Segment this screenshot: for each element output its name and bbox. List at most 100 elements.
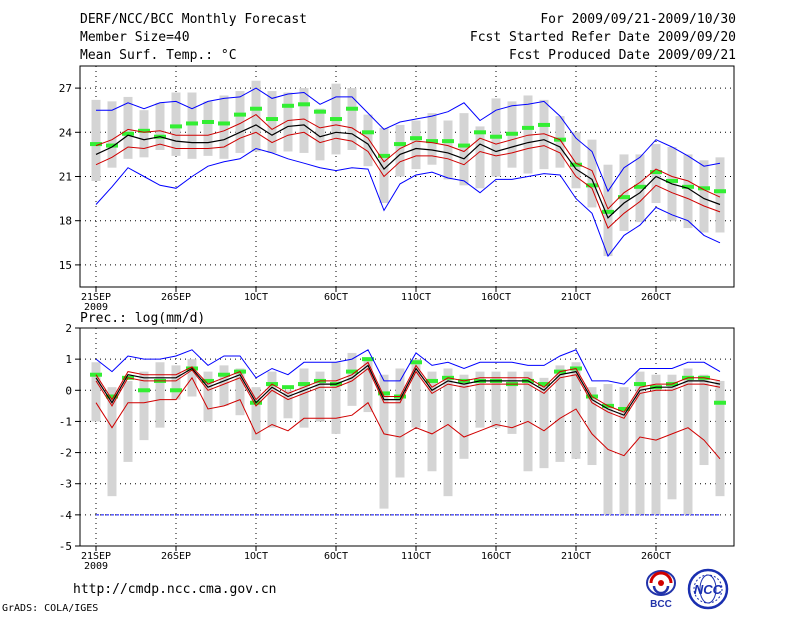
prec-xtick-label: 21SEP (81, 551, 111, 562)
temp-spread-box (459, 113, 469, 186)
bcc-logo-text: BCC (650, 599, 672, 610)
prec-spread-box (443, 368, 453, 497)
temp-spread-box (411, 120, 421, 170)
prec-spread-box (507, 371, 517, 434)
temp-upper-line (95, 113, 721, 210)
prec-ytick-label: -4 (59, 509, 73, 522)
prec-spread-box (619, 387, 629, 515)
prec-spread-box (395, 368, 405, 478)
temp-xtick-label: 21OCT (561, 292, 591, 303)
temp-median-mark (714, 189, 726, 194)
prec-spread-box (123, 380, 133, 462)
temp-ytick-label: 18 (59, 215, 72, 228)
temp-median-mark (170, 124, 182, 129)
prec-min-line (95, 376, 721, 460)
temp-median-mark (698, 186, 710, 191)
temp-median-mark (602, 209, 614, 214)
prec-spread-box (667, 374, 677, 500)
temp-spread-box (123, 96, 133, 159)
prec-spread-box (411, 359, 421, 428)
prec-spread-box (283, 390, 293, 419)
prec-ytick-label: 0 (65, 384, 72, 397)
prec-spread-box (459, 374, 469, 459)
temp-lower-line (95, 131, 721, 229)
temp-spread-box (523, 95, 533, 174)
prec-spread-box (539, 377, 549, 469)
temp-spread-box (539, 99, 549, 170)
temp-spread-box (395, 124, 405, 177)
temp-spread-box (267, 91, 277, 153)
temp-spread-box (155, 102, 165, 150)
temp-spread-box (683, 154, 693, 229)
prec-spread-box (363, 359, 373, 413)
temp-spread-box (571, 132, 581, 189)
temp-median-mark (250, 106, 262, 111)
prec-spread-box (651, 374, 661, 515)
prec-xtick-year: 2009 (84, 561, 108, 572)
source-url[interactable]: http://cmdp.ncc.cma.gov.cn (73, 582, 277, 597)
temp-median-mark (362, 130, 374, 135)
ncc-logo: NCC (687, 568, 729, 610)
temp-spread-box (363, 114, 373, 167)
temp-spread-box (315, 108, 325, 161)
prec-median-mark (218, 372, 230, 377)
temp-spread-box (347, 88, 357, 150)
prec-xtick-label: 26SEP (161, 551, 191, 562)
temp-median-mark (122, 131, 134, 136)
temp-max-line (96, 87, 721, 193)
temp-median-mark (266, 117, 278, 122)
temp-median-mark (586, 183, 598, 188)
prec-spread-box (331, 362, 341, 434)
prec-spread-box (587, 387, 597, 466)
temp-spread-box (475, 126, 485, 189)
temp-spread-box (427, 113, 437, 165)
temp-xtick-label: 16OCT (481, 292, 511, 303)
temp-median-mark (394, 142, 406, 147)
prec-spread-box (475, 371, 485, 428)
prec-spread-box (171, 365, 181, 400)
prec-xtick-label: 1OCT (244, 551, 268, 562)
temp-ytick-label: 24 (59, 126, 73, 139)
prec-spread-box (107, 387, 117, 497)
prec-median-mark (282, 385, 294, 390)
prec-spread-box (379, 374, 389, 509)
temp-spread-box (699, 160, 709, 233)
prec-xtick-label: 21OCT (561, 551, 591, 562)
temp-spread-box (187, 92, 197, 159)
prec-spread-box (139, 371, 149, 441)
prec-spread-box (219, 365, 229, 406)
temp-xtick-label: 26OCT (641, 292, 671, 303)
prec-spread-box (635, 371, 645, 515)
prec-spread-box (571, 362, 581, 459)
forecast-started-label: Fcst Started Refer Date 2009/09/20 (469, 30, 736, 45)
prec-ytick-label: 2 (65, 322, 72, 335)
temp-median-mark (650, 170, 662, 175)
temp-median-mark (426, 139, 438, 144)
prec-median-mark (106, 394, 118, 399)
member-size-label: Member Size=40 (80, 30, 190, 45)
temp-median-mark (442, 139, 454, 144)
temp-xtick-year: 2009 (84, 302, 108, 313)
prec-median-mark (410, 360, 422, 365)
temp-median-mark (330, 117, 342, 122)
temp-median-mark (90, 142, 102, 147)
prec-spread-box (299, 368, 309, 428)
prec-median-mark (618, 406, 630, 411)
prec-ytick-label: 1 (65, 353, 72, 366)
temp-spread-box (219, 95, 229, 159)
prec-lower-line (95, 367, 721, 419)
precip-panel-title: Prec.: log(mm/d) (80, 311, 205, 326)
forecast-produced-label: Fcst Produced Date 2009/09/21 (509, 48, 736, 63)
temp-median-mark (634, 184, 646, 189)
temp-median-mark (618, 195, 630, 200)
prec-ytick-label: -1 (59, 415, 72, 428)
temp-median-mark (202, 119, 214, 124)
temp-median-mark (682, 184, 694, 189)
prec-median-mark (346, 369, 358, 374)
temp-median-mark (506, 131, 518, 136)
temp-xtick-label: 21SEP (81, 292, 111, 303)
temp-ytick-label: 15 (59, 259, 72, 272)
temp-median-mark (666, 178, 678, 183)
temp-xtick-label: 1OCT (244, 292, 268, 303)
temp-ytick-label: 21 (59, 171, 72, 184)
